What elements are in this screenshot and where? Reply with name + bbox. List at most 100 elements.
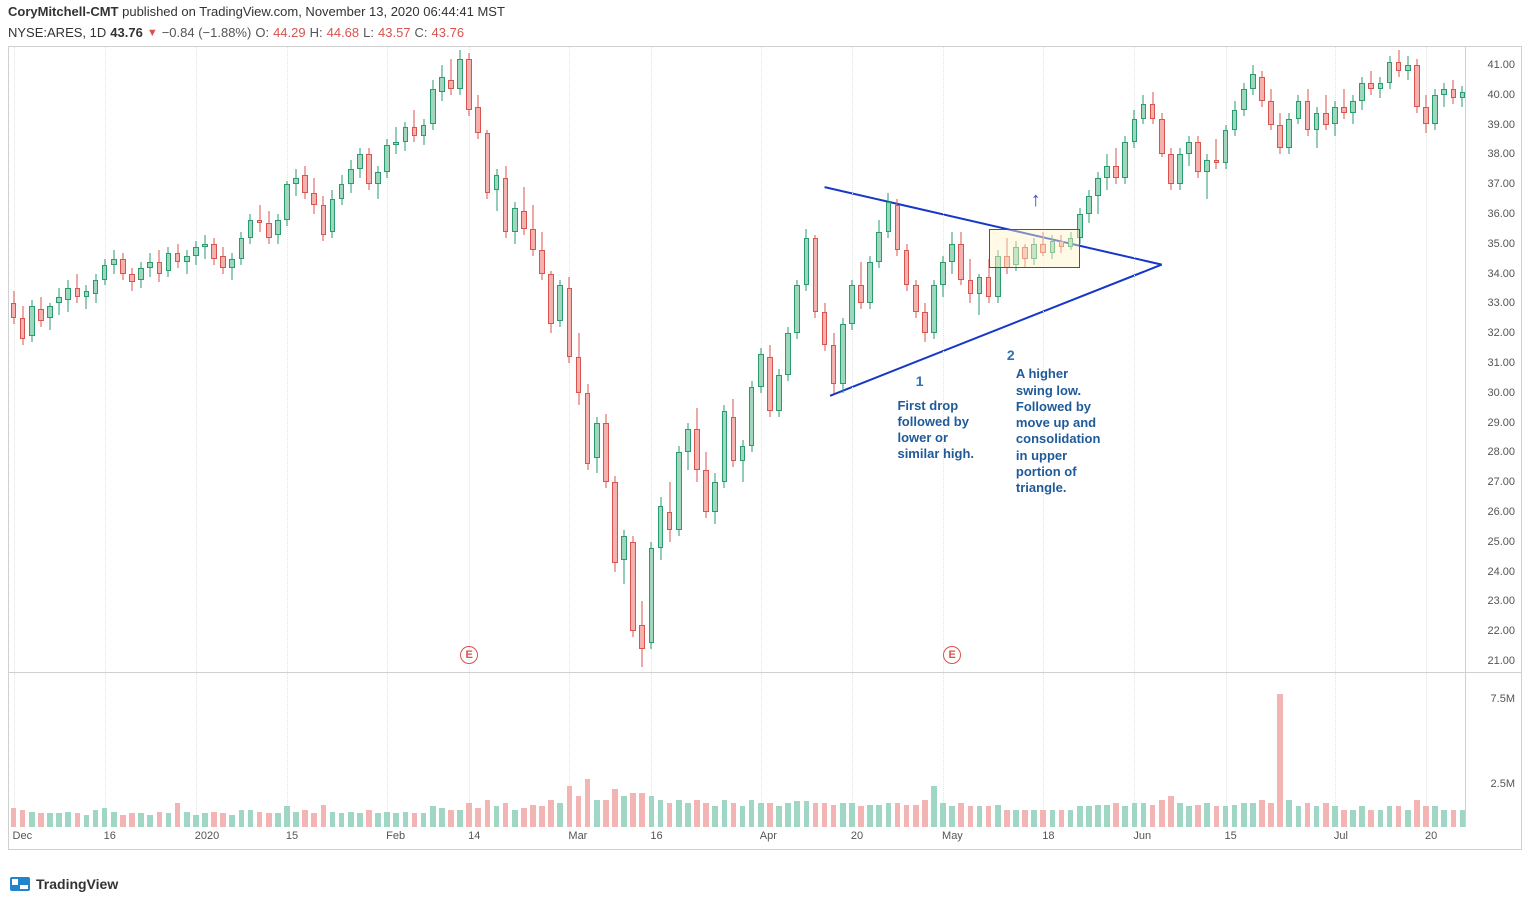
time-tick: 16 [104,830,116,842]
time-tick: 18 [1042,830,1054,842]
time-tick: 14 [468,830,480,842]
volume-bar [521,808,527,827]
annotation-text: First dropfollowed bylower orsimilar hig… [897,398,1017,463]
volume-bar [1168,796,1174,827]
volume-bar [1104,805,1110,827]
price-tick: 27.00 [1487,476,1515,488]
volume-bar [895,803,901,827]
volume-yaxis: 2.5M 7.5M [1465,673,1521,827]
time-tick: 20 [1425,830,1437,842]
volume-bar [485,800,491,827]
volume-bar [1432,806,1438,827]
volume-bar [722,800,728,827]
volume-bar [876,805,882,827]
volume-bar [439,808,445,827]
volume-bar [1387,806,1393,827]
volume-bar [794,801,800,827]
volume-bar [1204,803,1210,827]
volume-bar [1305,803,1311,827]
volume-bar [740,806,746,827]
volume-bar [512,810,518,827]
volume-bar [1323,803,1329,827]
volume-bar [922,800,928,827]
volume-bar [1095,805,1101,827]
time-tick: 15 [1225,830,1237,842]
volume-bar [293,812,299,827]
volume-bar [503,803,509,827]
volume-bar [20,810,26,827]
price-tick: 35.00 [1487,238,1515,250]
volume-bar [220,813,226,827]
volume-bar [266,813,272,827]
volume-bar [949,806,955,827]
volume-bar [1378,810,1384,827]
volume-bar [940,803,946,827]
volume-bar [302,810,308,827]
volume-bar [1250,803,1256,827]
price-tick: 32.00 [1487,327,1515,339]
volume-bar [886,803,892,827]
price-tick: 36.00 [1487,208,1515,220]
volume-bar [1177,803,1183,827]
price-tick: 41.00 [1487,59,1515,71]
open: 44.29 [273,25,306,40]
volume-bar [539,806,545,827]
volume-bar [1113,803,1119,827]
volume-bar [1186,806,1192,827]
volume-bar [1350,810,1356,827]
price-plot: ↑12First dropfollowed bylower orsimilar … [9,47,1465,672]
annotation-number: 2 [1007,347,1015,363]
volume-bar [1396,806,1402,827]
volume-bar [202,813,208,827]
volume-bar [393,813,399,827]
volume-bar [184,812,190,827]
volume-bar [239,810,245,827]
time-tick: Dec [13,830,33,842]
tradingview-logo-icon [10,877,30,891]
volume-bar [585,779,591,827]
price-tick: 31.00 [1487,357,1515,369]
volume-bar [1414,800,1420,827]
vol-tick: 2.5M [1491,778,1515,790]
time-tick: 16 [650,830,662,842]
volume-bar [767,803,773,827]
volume-bar [1013,810,1019,827]
volume-bar [421,813,427,827]
volume-bar [466,803,472,827]
time-tick: May [942,830,963,842]
volume-bar [1214,806,1220,827]
volume-bar [676,800,682,827]
chart-container[interactable]: ↑12First dropfollowed bylower orsimilar … [8,46,1522,850]
price-yaxis: 21.0022.0023.0024.0025.0026.0027.0028.00… [1465,47,1521,672]
volume-bar [193,815,199,827]
volume-bar [1159,800,1165,827]
change-arrow-icon: ▼ [147,27,158,39]
volume-bar [1277,694,1283,827]
volume-bar [785,803,791,827]
volume-pane[interactable]: 2.5M 7.5M [9,673,1521,827]
price-pane[interactable]: ↑12First dropfollowed bylower orsimilar … [9,47,1521,673]
volume-bar [1296,806,1302,827]
volume-bar [11,808,17,827]
volume-bar [1314,806,1320,827]
volume-bar [166,813,172,827]
volume-bar [1086,806,1092,827]
price-tick: 40.00 [1487,89,1515,101]
last-price: 43.76 [110,25,143,40]
volume-bar [1050,810,1056,827]
price-tick: 37.00 [1487,178,1515,190]
volume-plot [9,673,1465,827]
ticker-row: NYSE:ARES, 1D 43.76 ▼ −0.84 (−1.88%) O:4… [0,23,1532,46]
volume-bar [1259,800,1265,827]
volume-bar [475,808,481,827]
volume-bar [968,806,974,827]
volume-bar [430,806,436,827]
symbol: NYSE:ARES, 1D [8,25,106,40]
volume-bar [494,806,500,827]
volume-bar [667,803,673,827]
volume-bar [1004,810,1010,827]
price-tick: 28.00 [1487,446,1515,458]
volume-bar [904,805,910,827]
vol-tick: 7.5M [1491,693,1515,705]
volume-bar [56,813,62,827]
